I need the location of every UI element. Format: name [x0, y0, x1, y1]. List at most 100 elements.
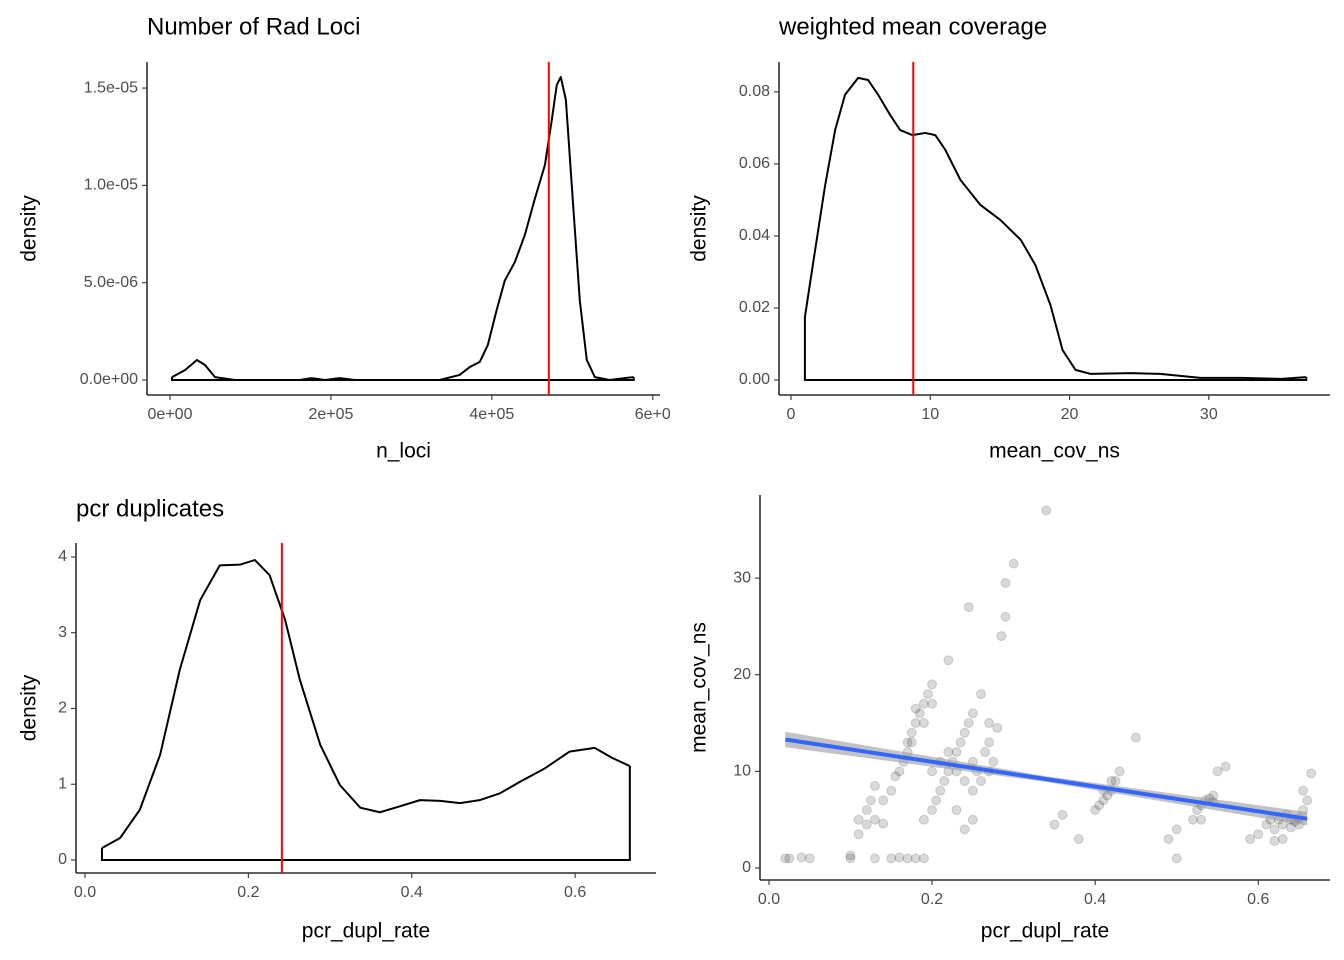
y-tick-label: 0.0e+00 [80, 371, 138, 388]
point [869, 780, 880, 791]
point [845, 853, 856, 864]
panel-title: weighted mean coverage [778, 13, 1047, 40]
point [1057, 809, 1068, 820]
x-tick-label: 6e+0 [635, 406, 671, 423]
point [1098, 795, 1109, 806]
y-tick-label: 1.5e-05 [84, 79, 138, 96]
point [1106, 776, 1117, 787]
point [910, 703, 921, 714]
y-tick-label: 3 [58, 624, 67, 641]
point [1269, 824, 1280, 835]
x-tick-label: 4e+05 [469, 406, 514, 423]
y-tick-label: 0.06 [739, 155, 770, 172]
point [918, 814, 929, 825]
x-tick-label: 10 [921, 406, 939, 423]
point [1163, 834, 1174, 845]
point [902, 853, 913, 864]
y-tick-label: 0.02 [739, 299, 770, 316]
x-axis-title: mean_cov_ns [989, 440, 1120, 463]
density-baseline [803, 316, 1308, 381]
panel-title: pcr duplicates [76, 495, 224, 522]
y-tick-label: 1.0e-05 [84, 177, 138, 194]
x-tick-label: 0.0 [758, 891, 780, 908]
point [963, 718, 974, 729]
x-tick-label: 0.0 [74, 884, 96, 901]
point [878, 795, 889, 806]
point [853, 829, 864, 840]
y-tick-label: 4 [58, 548, 67, 565]
y-axis-title: density [688, 195, 711, 262]
point [804, 853, 815, 864]
point [1188, 814, 1199, 825]
point [959, 776, 970, 787]
point [1000, 577, 1011, 588]
x-tick-label: 0 [787, 406, 796, 423]
point [951, 747, 962, 758]
point [1171, 853, 1182, 864]
point [963, 602, 974, 613]
point [1298, 785, 1309, 796]
point [984, 737, 995, 748]
y-axis-title: mean_cov_ns [688, 622, 711, 753]
panel-title: Number of Rad Loci [147, 13, 360, 40]
point [927, 766, 938, 777]
point [955, 737, 966, 748]
point [1196, 814, 1207, 825]
point [918, 718, 929, 729]
y-tick-label: 30 [733, 569, 751, 586]
density-curve [171, 75, 634, 382]
point [975, 776, 986, 787]
point [1269, 835, 1280, 846]
point [943, 655, 954, 666]
point [984, 718, 995, 729]
point [1302, 795, 1313, 806]
y-tick-label: 0.08 [739, 83, 770, 100]
point [1171, 824, 1182, 835]
point [980, 747, 991, 758]
point [935, 785, 946, 796]
point [886, 853, 897, 864]
point [975, 689, 986, 700]
point [967, 708, 978, 719]
point [1094, 800, 1105, 811]
x-axis-title: pcr_dupl_rate [302, 920, 430, 943]
y-tick-label: 2 [58, 700, 67, 717]
point [861, 805, 872, 816]
y-tick-label: 0 [742, 859, 751, 876]
point [853, 814, 864, 825]
point [1114, 766, 1125, 777]
point [894, 852, 905, 863]
point [878, 818, 889, 829]
point [988, 756, 999, 767]
point [906, 737, 917, 748]
regression-line [784, 737, 1308, 821]
point [1306, 768, 1317, 779]
point [894, 766, 905, 777]
point [910, 853, 921, 864]
point [902, 737, 913, 748]
x-tick-label: 2e+05 [308, 406, 353, 423]
point [1073, 834, 1084, 845]
x-tick-label: 0.6 [564, 884, 586, 901]
y-tick-label: 20 [733, 666, 751, 683]
point [784, 853, 795, 864]
point [780, 853, 791, 864]
point [1000, 611, 1011, 622]
point [869, 853, 880, 864]
y-tick-label: 1 [58, 775, 67, 792]
x-tick-label: 0.4 [401, 884, 423, 901]
x-tick-label: 30 [1200, 406, 1218, 423]
point [1049, 819, 1060, 830]
x-tick-label: 20 [1061, 406, 1079, 423]
point [1277, 834, 1288, 845]
point [1220, 761, 1231, 772]
point [1212, 766, 1223, 777]
point [910, 718, 921, 729]
x-tick-label: 0.2 [237, 884, 259, 901]
x-tick-label: 0.4 [1084, 891, 1106, 908]
point [943, 747, 954, 758]
point [1008, 558, 1019, 569]
y-tick-label: 0 [58, 851, 67, 868]
